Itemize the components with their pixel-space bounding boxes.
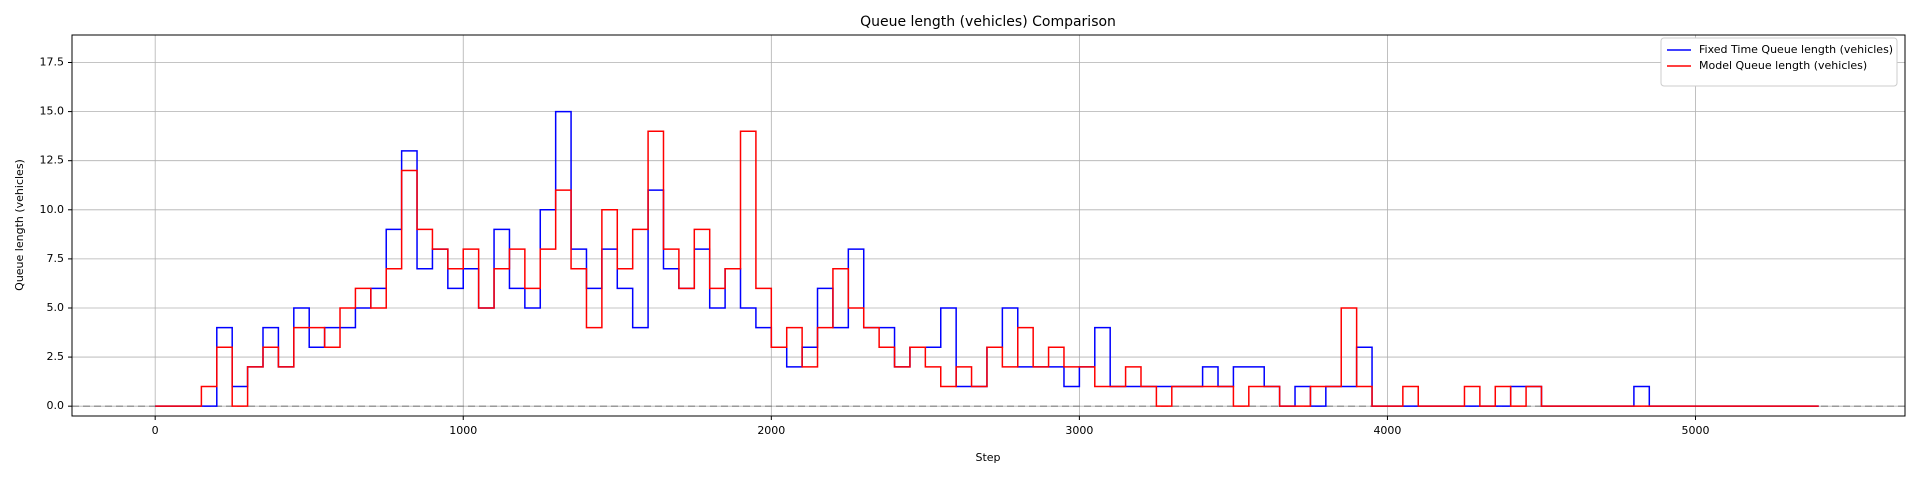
y-tick-label: 17.5 bbox=[40, 55, 65, 68]
y-tick-label: 2.5 bbox=[47, 350, 65, 363]
y-tick-label: 15.0 bbox=[40, 105, 65, 118]
legend-box bbox=[1660, 37, 1898, 87]
legend-label: Model Queue length (vehicles) bbox=[1699, 59, 1867, 72]
y-tick-label: 7.5 bbox=[47, 252, 65, 265]
y-tick-label: 10.0 bbox=[40, 203, 65, 216]
x-tick-label: 0 bbox=[152, 424, 159, 437]
x-tick-label: 1000 bbox=[449, 424, 477, 437]
x-tick-label: 4000 bbox=[1373, 424, 1401, 437]
x-axis-label: Step bbox=[975, 451, 1000, 464]
y-axis-label: Queue length (vehicles) bbox=[13, 159, 26, 291]
data-line bbox=[155, 130, 1819, 407]
y-tick-label: 0.0 bbox=[47, 399, 65, 412]
x-tick-label: 5000 bbox=[1682, 424, 1710, 437]
y-tick-label: 5.0 bbox=[47, 301, 65, 314]
chart-title: Queue length (vehicles) Comparison bbox=[860, 14, 1116, 30]
x-tick-label: 3000 bbox=[1065, 424, 1093, 437]
x-tick-label: 2000 bbox=[757, 424, 785, 437]
legend-label: Fixed Time Queue length (vehicles) bbox=[1699, 43, 1893, 56]
y-tick-label: 12.5 bbox=[40, 154, 65, 167]
plot-frame bbox=[71, 34, 1906, 417]
